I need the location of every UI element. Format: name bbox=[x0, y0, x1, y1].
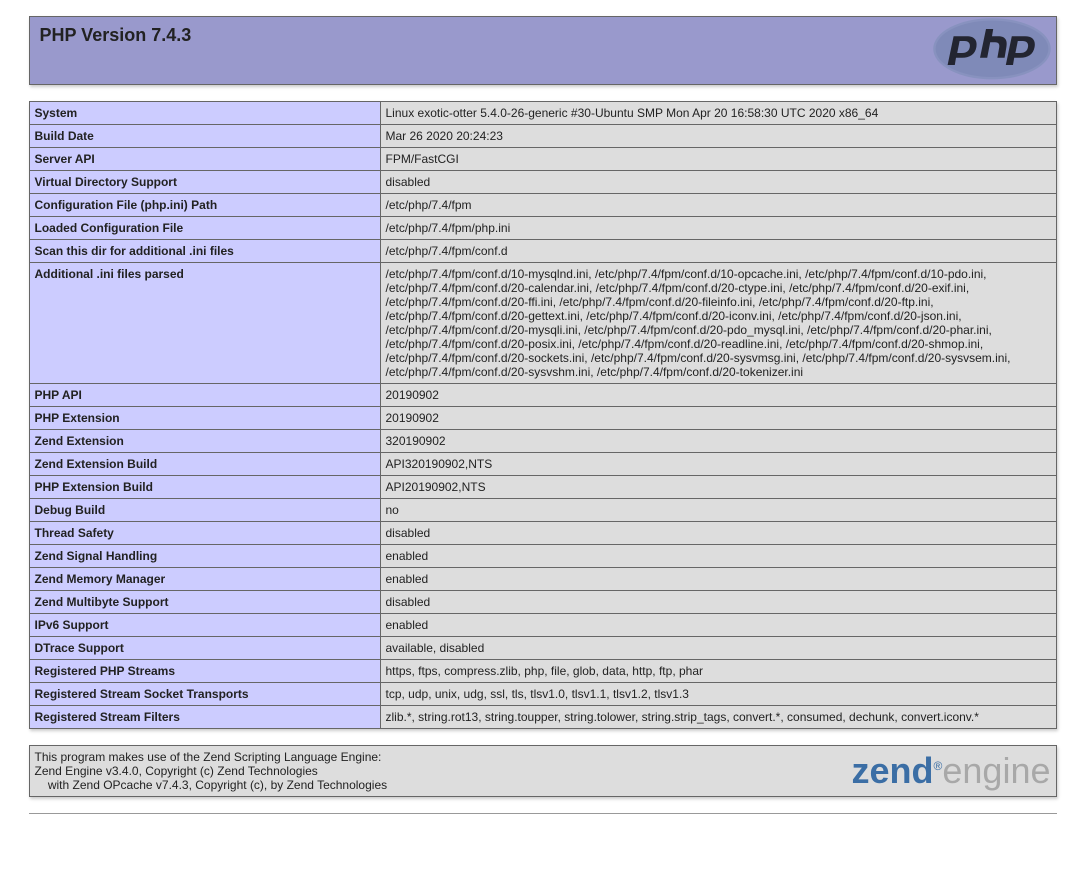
table-row: Registered PHP Streamshttps, ftps, compr… bbox=[29, 659, 1056, 682]
config-label: Zend Memory Manager bbox=[29, 567, 380, 590]
table-row: PHP Extension20190902 bbox=[29, 406, 1056, 429]
config-label: Registered PHP Streams bbox=[29, 659, 380, 682]
table-row: Zend Extension BuildAPI320190902,NTS bbox=[29, 452, 1056, 475]
config-label: System bbox=[29, 101, 380, 124]
config-value: /etc/php/7.4/fpm bbox=[380, 193, 1056, 216]
table-row: Registered Stream Socket Transportstcp, … bbox=[29, 682, 1056, 705]
section-divider bbox=[29, 813, 1057, 814]
config-value: FPM/FastCGI bbox=[380, 147, 1056, 170]
config-label: Registered Stream Filters bbox=[29, 705, 380, 728]
table-row: IPv6 Supportenabled bbox=[29, 613, 1056, 636]
table-row: Virtual Directory Supportdisabled bbox=[29, 170, 1056, 193]
config-value: enabled bbox=[380, 613, 1056, 636]
table-row: Server APIFPM/FastCGI bbox=[29, 147, 1056, 170]
table-row: Loaded Configuration File/etc/php/7.4/fp… bbox=[29, 216, 1056, 239]
table-row: Configuration File (php.ini) Path/etc/ph… bbox=[29, 193, 1056, 216]
table-row: Additional .ini files parsed/etc/php/7.4… bbox=[29, 262, 1056, 383]
config-value: tcp, udp, unix, udg, ssl, tls, tlsv1.0, … bbox=[380, 682, 1056, 705]
zend-engine-logo: zend®engine bbox=[852, 750, 1051, 792]
config-value: 20190902 bbox=[380, 406, 1056, 429]
config-value: disabled bbox=[380, 521, 1056, 544]
table-row: Build DateMar 26 2020 20:24:23 bbox=[29, 124, 1056, 147]
table-row: PHP Extension BuildAPI20190902,NTS bbox=[29, 475, 1056, 498]
config-label: Zend Multibyte Support bbox=[29, 590, 380, 613]
config-label: PHP Extension Build bbox=[29, 475, 380, 498]
config-label: Zend Signal Handling bbox=[29, 544, 380, 567]
config-label: Debug Build bbox=[29, 498, 380, 521]
config-value: disabled bbox=[380, 170, 1056, 193]
config-value: enabled bbox=[380, 567, 1056, 590]
config-value: /etc/php/7.4/fpm/conf.d/10-mysqlnd.ini, … bbox=[380, 262, 1056, 383]
config-value: 320190902 bbox=[380, 429, 1056, 452]
config-value: zlib.*, string.rot13, string.toupper, st… bbox=[380, 705, 1056, 728]
table-row: Debug Buildno bbox=[29, 498, 1056, 521]
config-label: Registered Stream Socket Transports bbox=[29, 682, 380, 705]
table-row: Thread Safetydisabled bbox=[29, 521, 1056, 544]
config-label: PHP API bbox=[29, 383, 380, 406]
config-value: /etc/php/7.4/fpm/conf.d bbox=[380, 239, 1056, 262]
config-label: Virtual Directory Support bbox=[29, 170, 380, 193]
table-row: Zend Signal Handlingenabled bbox=[29, 544, 1056, 567]
table-row: Scan this dir for additional .ini files/… bbox=[29, 239, 1056, 262]
config-value: no bbox=[380, 498, 1056, 521]
table-row: Zend Multibyte Supportdisabled bbox=[29, 590, 1056, 613]
config-value: 20190902 bbox=[380, 383, 1056, 406]
config-value: available, disabled bbox=[380, 636, 1056, 659]
config-label: PHP Extension bbox=[29, 406, 380, 429]
table-row: Zend Extension320190902 bbox=[29, 429, 1056, 452]
table-row: DTrace Supportavailable, disabled bbox=[29, 636, 1056, 659]
config-label: Server API bbox=[29, 147, 380, 170]
config-value: https, ftps, compress.zlib, php, file, g… bbox=[380, 659, 1056, 682]
table-row: Registered Stream Filterszlib.*, string.… bbox=[29, 705, 1056, 728]
php-logo bbox=[932, 17, 1052, 84]
config-value: API20190902,NTS bbox=[380, 475, 1056, 498]
table-row: Zend Memory Managerenabled bbox=[29, 567, 1056, 590]
config-value: /etc/php/7.4/fpm/php.ini bbox=[380, 216, 1056, 239]
config-label: DTrace Support bbox=[29, 636, 380, 659]
config-label: Additional .ini files parsed bbox=[29, 262, 380, 383]
config-value: disabled bbox=[380, 590, 1056, 613]
table-row: SystemLinux exotic-otter 5.4.0-26-generi… bbox=[29, 101, 1056, 124]
zend-engine-box: zend®engine This program makes use of th… bbox=[29, 745, 1057, 797]
table-row: PHP API20190902 bbox=[29, 383, 1056, 406]
phpinfo-general-table: SystemLinux exotic-otter 5.4.0-26-generi… bbox=[29, 101, 1057, 729]
page-title: PHP Version 7.4.3 bbox=[30, 17, 1056, 54]
config-label: Zend Extension bbox=[29, 429, 380, 452]
config-value: API320190902,NTS bbox=[380, 452, 1056, 475]
config-label: IPv6 Support bbox=[29, 613, 380, 636]
config-label: Loaded Configuration File bbox=[29, 216, 380, 239]
config-label: Build Date bbox=[29, 124, 380, 147]
config-label: Scan this dir for additional .ini files bbox=[29, 239, 380, 262]
config-label: Configuration File (php.ini) Path bbox=[29, 193, 380, 216]
config-value: enabled bbox=[380, 544, 1056, 567]
config-label: Thread Safety bbox=[29, 521, 380, 544]
config-value: Mar 26 2020 20:24:23 bbox=[380, 124, 1056, 147]
phpinfo-header-table: PHP Version 7.4.3 bbox=[29, 16, 1057, 85]
config-label: Zend Extension Build bbox=[29, 452, 380, 475]
config-value: Linux exotic-otter 5.4.0-26-generic #30-… bbox=[380, 101, 1056, 124]
